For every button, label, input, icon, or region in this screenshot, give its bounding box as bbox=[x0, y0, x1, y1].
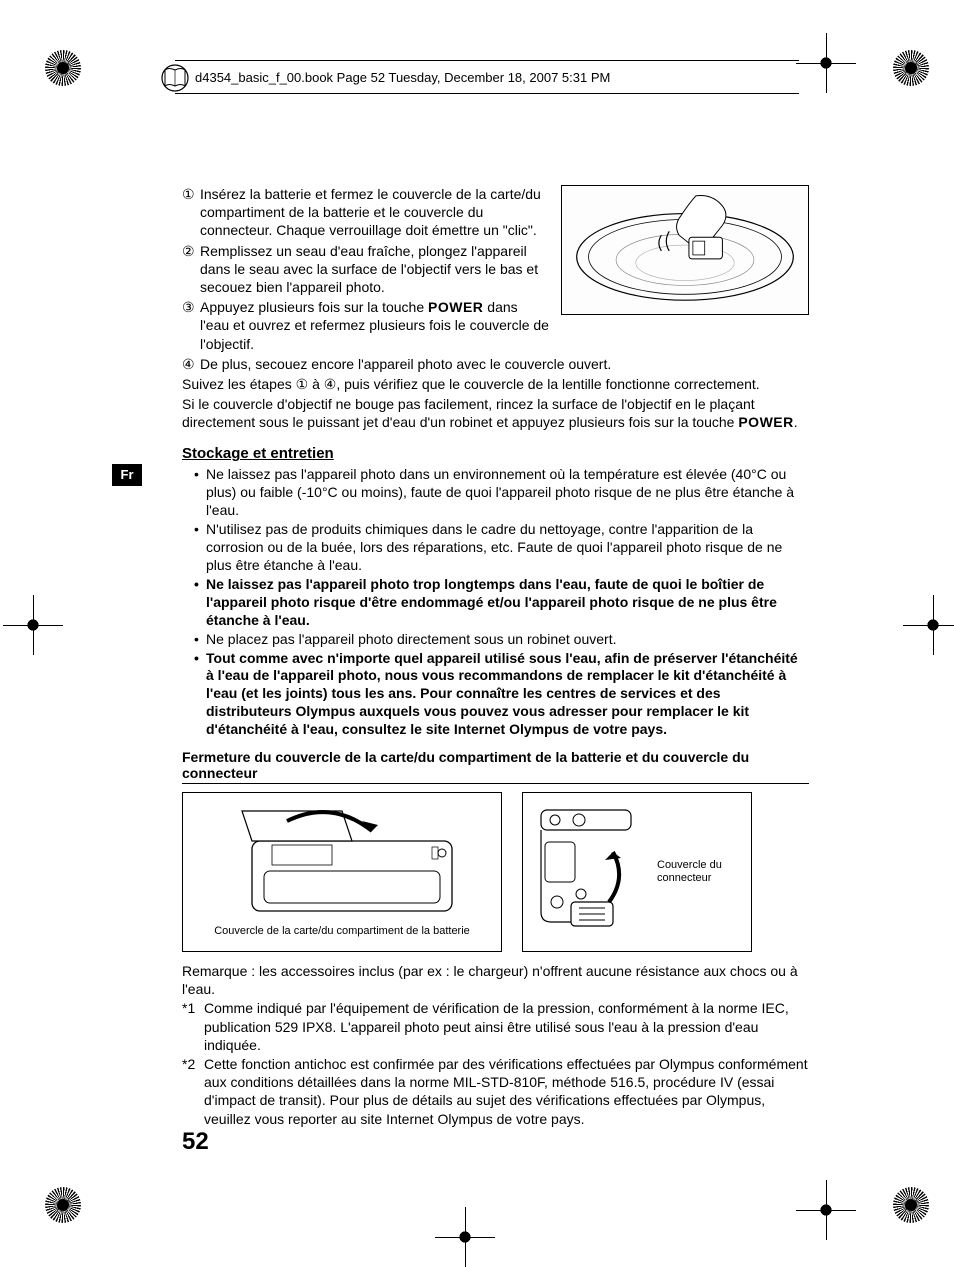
footnotes: *1 Comme indiqué par l'équipement de vér… bbox=[182, 999, 809, 1127]
crop-mark-icon bbox=[813, 1197, 839, 1223]
paragraph: Suivez les étapes ① à ④, puis vérifiez q… bbox=[182, 375, 809, 393]
text-fragment: . bbox=[794, 414, 798, 430]
section-heading: Stockage et entretien bbox=[182, 445, 809, 462]
list-item: N'utilisez pas de produits chimiques dan… bbox=[194, 521, 809, 575]
crop-mark-icon bbox=[893, 1187, 929, 1223]
text-fragment: , puis vérifiez que le couvercle de la l… bbox=[336, 376, 759, 392]
footnote-text: Cette fonction antichoc est confirmée pa… bbox=[204, 1055, 809, 1128]
page-number: 52 bbox=[182, 1128, 209, 1156]
list-item: Tout comme avec n'importe quel appareil … bbox=[194, 650, 809, 740]
footnote-text: Comme indiqué par l'équipement de vérifi… bbox=[204, 999, 809, 1054]
step-number: ③ bbox=[182, 298, 200, 353]
footnote-label: *2 bbox=[182, 1055, 204, 1128]
text-fragment: Suivez les étapes bbox=[182, 376, 296, 392]
text-fragment: Appuyez plusieurs fois sur la touche bbox=[200, 299, 428, 315]
manual-page: d4354_basic_f_00.book Page 52 Tuesday, D… bbox=[0, 0, 954, 1258]
crop-mark-icon bbox=[452, 1224, 478, 1250]
crop-mark-icon bbox=[893, 50, 929, 86]
footnote: *2 Cette fonction antichoc est confirmée… bbox=[182, 1055, 809, 1128]
list-item: Ne laissez pas l'appareil photo trop lon… bbox=[194, 576, 809, 630]
subsection-heading: Fermeture du couvercle de la carte/du co… bbox=[182, 749, 809, 784]
text-fragment: Si le couvercle d'objectif ne bouge pas … bbox=[182, 396, 755, 430]
crop-mark-icon bbox=[45, 1187, 81, 1223]
step-number: ② bbox=[182, 242, 200, 297]
language-tab: Fr bbox=[112, 464, 142, 486]
figure-water-bucket bbox=[561, 185, 809, 315]
step-text: De plus, secouez encore l'appareil photo… bbox=[200, 355, 809, 373]
text-fragment: à bbox=[308, 376, 324, 392]
crop-mark-icon bbox=[920, 612, 946, 638]
paragraph: Si le couvercle d'objectif ne bouge pas … bbox=[182, 395, 809, 431]
power-label: POWER bbox=[428, 299, 483, 315]
content-area: ① Insérez la batterie et fermez le couve… bbox=[182, 185, 809, 1128]
figure-caption: Couvercle de la carte/du compartiment de… bbox=[214, 925, 470, 938]
list-item: Ne laissez pas l'appareil photo dans un … bbox=[194, 466, 809, 520]
figure-caption: Couvercle du connecteur bbox=[657, 859, 737, 885]
book-icon bbox=[161, 64, 189, 92]
bullet-list: Ne laissez pas l'appareil photo dans un … bbox=[182, 466, 809, 739]
figure-connector-cover: Couvercle du connecteur bbox=[522, 792, 752, 952]
page-header: d4354_basic_f_00.book Page 52 Tuesday, D… bbox=[175, 60, 799, 94]
crop-mark-icon bbox=[813, 50, 839, 76]
figure-battery-cover: Couvercle de la carte/du compartiment de… bbox=[182, 792, 502, 952]
power-label: POWER bbox=[738, 414, 793, 430]
list-item: Ne placez pas l'appareil photo directeme… bbox=[194, 631, 809, 649]
circled-ref: ① bbox=[296, 376, 309, 392]
remark-text: Remarque : les accessoires inclus (par e… bbox=[182, 962, 809, 998]
crop-mark-icon bbox=[45, 50, 81, 86]
footnote: *1 Comme indiqué par l'équipement de vér… bbox=[182, 999, 809, 1054]
header-text: d4354_basic_f_00.book Page 52 Tuesday, D… bbox=[195, 70, 610, 85]
crop-mark-icon bbox=[20, 612, 46, 638]
step-4: ④ De plus, secouez encore l'appareil pho… bbox=[182, 355, 809, 373]
circled-ref: ④ bbox=[324, 376, 337, 392]
figure-row: Couvercle de la carte/du compartiment de… bbox=[182, 792, 809, 952]
step-number: ① bbox=[182, 185, 200, 240]
step-number: ④ bbox=[182, 355, 200, 373]
footnote-label: *1 bbox=[182, 999, 204, 1054]
